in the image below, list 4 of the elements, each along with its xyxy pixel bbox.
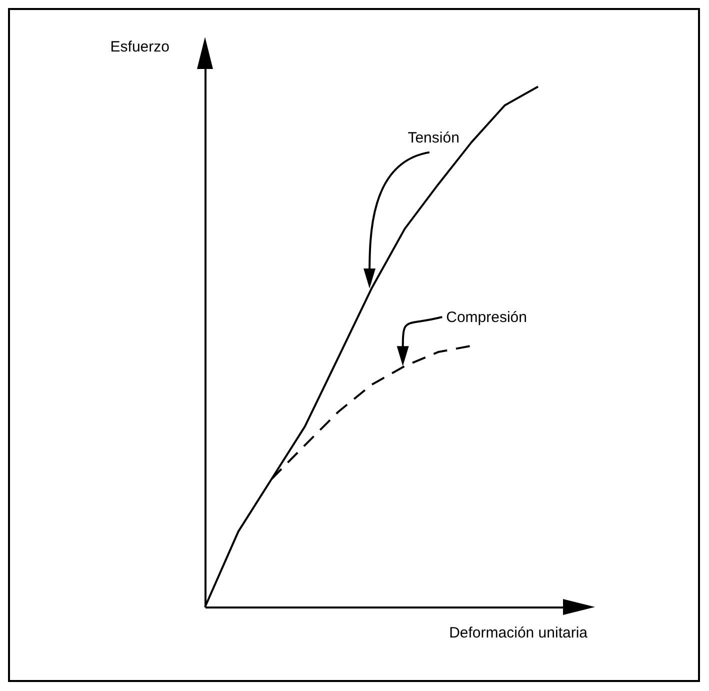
series-label: Compresión [446,309,528,326]
y-axis-title: Esfuerzo [110,38,170,56]
series-label: Tensión [408,129,460,146]
x-axis-title: Deformación unitaria [449,624,588,642]
